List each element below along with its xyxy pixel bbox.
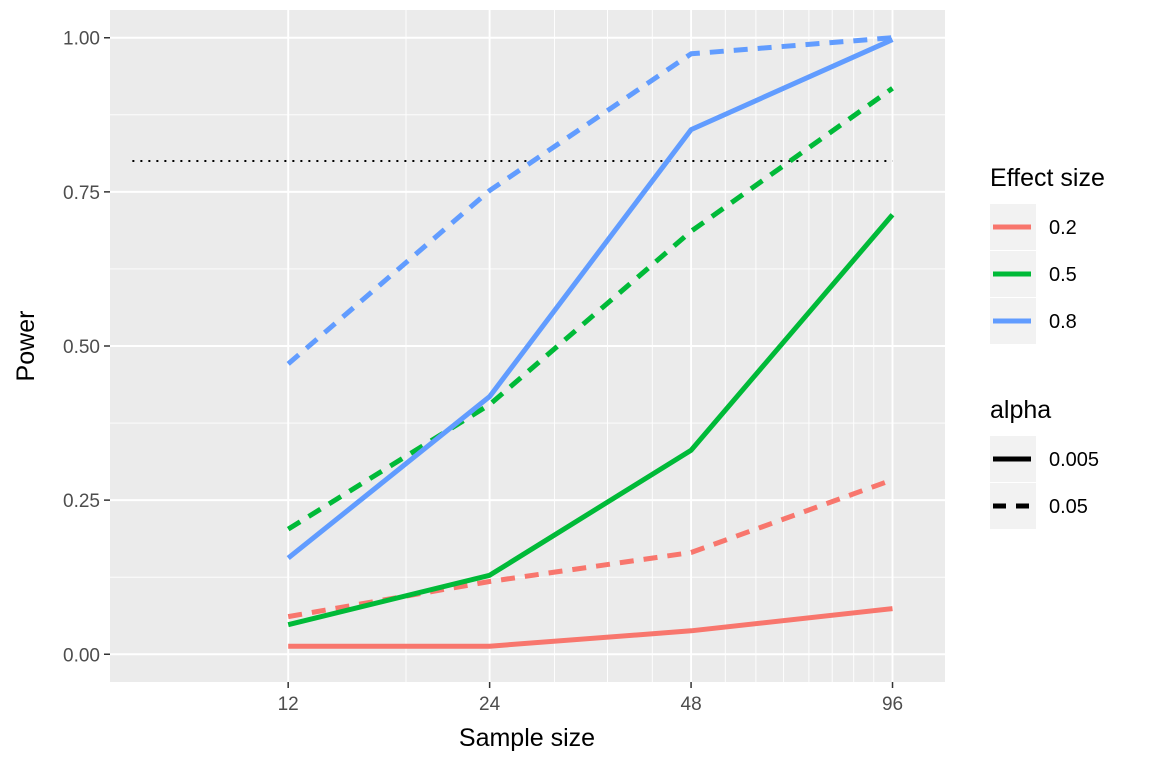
- y-tick-label: 0.25: [63, 491, 100, 512]
- x-tick-label: 24: [479, 694, 501, 715]
- legend-label: 0.05: [1049, 496, 1088, 518]
- y-tick-label: 0.75: [63, 183, 100, 204]
- y-tick-label: 1.00: [63, 29, 100, 50]
- legend-title: alpha: [990, 396, 1051, 424]
- x-axis-title: Sample size: [459, 724, 595, 752]
- legend-label: 0.2: [1049, 217, 1077, 239]
- x-tick-label: 48: [681, 694, 702, 715]
- series-line-effect-0.8-alpha-0.005: [286, 37, 894, 561]
- x-tick-label: 96: [882, 694, 903, 715]
- series-lines: [286, 35, 895, 649]
- y-tick-label: 0.00: [63, 645, 100, 666]
- y-tick-label: 0.50: [63, 337, 100, 358]
- x-tick-label: 12: [278, 694, 299, 715]
- legend: Effect size 0.2 0.5 0.8 alpha 0.005 0.05: [990, 164, 1105, 529]
- legend-label: 0.5: [1049, 264, 1077, 286]
- y-axis: 0.00 0.25 0.50 0.75 1.00: [63, 29, 110, 666]
- legend-label: 0.8: [1049, 311, 1077, 333]
- series-line-effect-0.8-alpha-0.05: [286, 35, 893, 366]
- series-line-effect-0.5-alpha-0.005: [287, 213, 895, 628]
- series-line-effect-0.2-alpha-0.005: [288, 606, 893, 649]
- series-line-effect-0.5-alpha-0.05: [286, 86, 894, 532]
- x-axis: 12 24 48 96: [278, 682, 903, 715]
- legend-title: Effect size: [990, 164, 1105, 192]
- legend-label: 0.005: [1049, 449, 1099, 471]
- y-axis-title: Power: [12, 311, 40, 382]
